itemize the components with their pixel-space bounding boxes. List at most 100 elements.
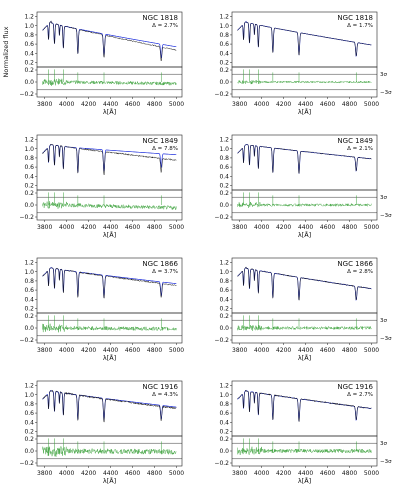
panels-group: 0.2 0.4 0.6 0.8 1.0 1.2 NGC 1818 Δ = 2.7% 0.2 0.0… (19, 11, 392, 485)
y-tick-label: 0.8 (219, 401, 229, 408)
x-tick-label: 4400 (103, 347, 118, 354)
x-tick-label: 4800 (147, 101, 162, 108)
sigma-lower-label: −3σ (380, 336, 392, 342)
x-tick-label: 4200 (276, 470, 291, 477)
panel-delta: Δ = 2.7% (347, 392, 373, 398)
x-tick-label: 4600 (320, 224, 335, 231)
x-tick-label: 5000 (169, 347, 184, 354)
x-tick-label: 4400 (298, 224, 313, 231)
x-tick-label: 4800 (342, 224, 357, 231)
residual-line (42, 323, 177, 333)
y-tick-label: 0.0 (219, 79, 229, 86)
y-tick-label: 1.2 (24, 260, 34, 267)
y-tick-label: −0.2 (214, 91, 229, 98)
x-tick-label: 4000 (254, 470, 269, 477)
y-tick-label: 0.2 (24, 59, 34, 66)
y-tick-label: 1.2 (219, 383, 229, 390)
x-tick-label: 4000 (59, 224, 74, 231)
y-tick-label: 0.8 (219, 278, 229, 285)
y-tick-label: 0.2 (219, 428, 229, 435)
y-tick-label: 0.8 (24, 32, 34, 39)
y-tick-label: 1.0 (24, 146, 34, 153)
x-tick-label: 4400 (103, 470, 118, 477)
x-tick-label: 4400 (298, 347, 313, 354)
y-tick-label: 0.8 (219, 155, 229, 162)
x-tick-label: 4600 (320, 101, 335, 108)
x-axis-label: λ[Å] (298, 476, 311, 485)
observed-spectrum-line (237, 143, 372, 175)
x-tick-label: 4600 (125, 101, 140, 108)
x-axis-label: λ[Å] (298, 107, 311, 116)
y-tick-label: 0.2 (24, 313, 34, 320)
y-tick-label: 1.0 (24, 392, 34, 399)
y-tick-label: 0.8 (24, 401, 34, 408)
y-tick-label: 0.2 (24, 182, 34, 189)
x-axis-label: λ[Å] (298, 353, 311, 362)
y-tick-label: 0.6 (219, 410, 229, 417)
observed-spectrum-line (42, 267, 177, 299)
observed-spectrum-line (237, 21, 372, 57)
x-tick-label: 4600 (125, 470, 140, 477)
x-tick-label: 4800 (342, 470, 357, 477)
panel-delta: Δ = 1.7% (347, 23, 373, 29)
y-tick-label: 0.4 (219, 50, 229, 57)
x-axis-label: λ[Å] (103, 107, 116, 116)
observed-spectrum-line (42, 143, 177, 175)
y-tick-label: 0.2 (24, 67, 34, 74)
y-tick-label: 0.2 (219, 305, 229, 312)
x-axis-label: λ[Å] (103, 230, 116, 239)
y-tick-label: 0.2 (24, 305, 34, 312)
x-tick-label: 5000 (364, 347, 379, 354)
y-tick-label: 0.6 (24, 410, 34, 417)
x-tick-label: 3800 (232, 224, 247, 231)
observed-spectrum-line (237, 389, 372, 422)
x-tick-label: 3800 (37, 347, 52, 354)
bottom-frame (231, 66, 378, 98)
sigma-upper-label: 3σ (380, 318, 387, 324)
y-tick-label: 0.4 (219, 173, 229, 180)
x-tick-label: 5000 (364, 470, 379, 477)
y-tick-label: 0.2 (219, 59, 229, 66)
sigma-lower-label: −3σ (380, 90, 392, 96)
x-tick-label: 4000 (254, 224, 269, 231)
y-tick-label: 0.4 (24, 50, 34, 57)
y-tick-label: 0.2 (24, 428, 34, 435)
observed-spectrum-line (42, 19, 177, 62)
y-tick-label: 0.4 (24, 296, 34, 303)
x-tick-label: 4200 (81, 347, 96, 354)
x-tick-label: 5000 (169, 101, 184, 108)
panel-delta: Δ = 4.3% (152, 392, 178, 398)
y-tick-label: 1.2 (24, 14, 34, 21)
y-tick-label: 0.4 (219, 296, 229, 303)
panel-title: NGC 1818 (337, 14, 373, 22)
x-tick-label: 4200 (276, 101, 291, 108)
y-tick-label: 0.6 (24, 287, 34, 294)
residual-line (237, 79, 372, 85)
x-tick-label: 4200 (81, 224, 96, 231)
x-tick-label: 5000 (169, 224, 184, 231)
panel-delta: Δ = 7.8% (152, 146, 178, 152)
x-tick-label: 4800 (342, 347, 357, 354)
y-tick-label: 0.2 (24, 190, 34, 197)
x-tick-label: 4800 (147, 347, 162, 354)
panel-title: NGC 1866 (142, 260, 178, 268)
x-tick-label: 5000 (169, 470, 184, 477)
y-tick-label: 0.0 (24, 202, 34, 209)
y-tick-label: 1.0 (24, 23, 34, 30)
residual-line (237, 201, 372, 208)
y-tick-label: 0.4 (219, 419, 229, 426)
x-tick-label: 4800 (147, 224, 162, 231)
x-tick-label: 3800 (37, 470, 52, 477)
residual-line (237, 446, 372, 456)
sigma-upper-label: 3σ (380, 195, 387, 201)
y-tick-label: 0.8 (24, 155, 34, 162)
y-tick-label: 1.0 (219, 392, 229, 399)
y-tick-label: −0.2 (19, 337, 34, 344)
residual-line (237, 324, 372, 332)
y-tick-label: 0.6 (219, 41, 229, 48)
x-tick-label: 4200 (81, 470, 96, 477)
